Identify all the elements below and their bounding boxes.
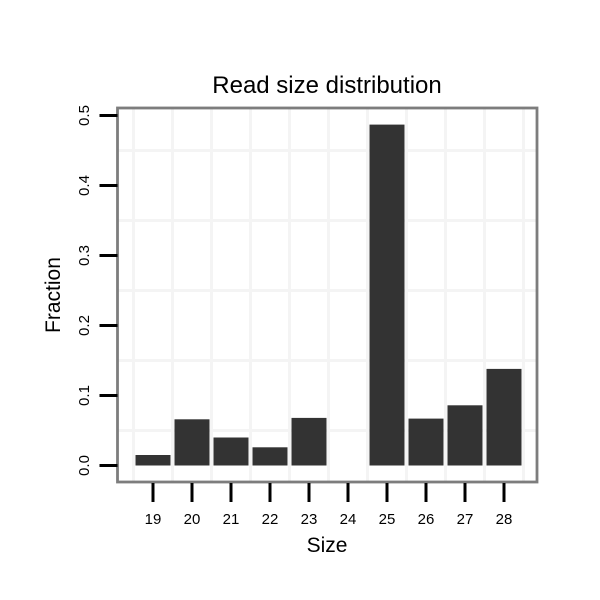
x-tick-label-20: 20 bbox=[184, 511, 201, 528]
axis-ticks bbox=[99, 114, 506, 502]
y-tick-label-0.2: 0.2 bbox=[76, 315, 93, 336]
bar-28 bbox=[486, 368, 522, 466]
bar-25 bbox=[369, 124, 405, 466]
x-axis-label: Size bbox=[307, 534, 348, 557]
panel-border bbox=[116, 106, 539, 484]
x-tick-label-27: 27 bbox=[457, 511, 474, 528]
y-tick-label-0.1: 0.1 bbox=[76, 385, 93, 406]
x-tick-label-22: 22 bbox=[262, 511, 279, 528]
bar-27 bbox=[447, 405, 483, 466]
chart-title: Read size distribution bbox=[212, 72, 441, 99]
bar-19 bbox=[135, 455, 171, 466]
y-tick-label-0.3: 0.3 bbox=[76, 245, 93, 266]
x-tick-label-19: 19 bbox=[145, 511, 162, 528]
y-axis-tick-labels: 0.0 0.1 0.2 0.3 0.4 0.5 bbox=[76, 105, 93, 476]
gridlines bbox=[117, 108, 537, 482]
x-tick-label-24: 24 bbox=[340, 511, 357, 528]
x-tick-label-21: 21 bbox=[223, 511, 240, 528]
y-tick-label-0.0: 0.0 bbox=[76, 455, 93, 476]
y-axis-label: Fraction bbox=[42, 257, 65, 333]
x-tick-label-28: 28 bbox=[496, 511, 513, 528]
bar-23 bbox=[291, 417, 327, 466]
bar-22 bbox=[252, 447, 288, 466]
bar-21 bbox=[213, 437, 249, 466]
x-tick-label-26: 26 bbox=[418, 511, 435, 528]
bar-20 bbox=[174, 419, 210, 466]
bar-26 bbox=[408, 418, 444, 466]
bar-series bbox=[135, 124, 522, 466]
x-axis-tick-labels: 19 20 21 22 23 24 25 26 27 28 bbox=[145, 511, 513, 528]
y-tick-label-0.5: 0.5 bbox=[76, 105, 93, 126]
y-tick-label-0.4: 0.4 bbox=[76, 175, 93, 196]
x-tick-label-25: 25 bbox=[379, 511, 396, 528]
x-tick-label-23: 23 bbox=[301, 511, 318, 528]
